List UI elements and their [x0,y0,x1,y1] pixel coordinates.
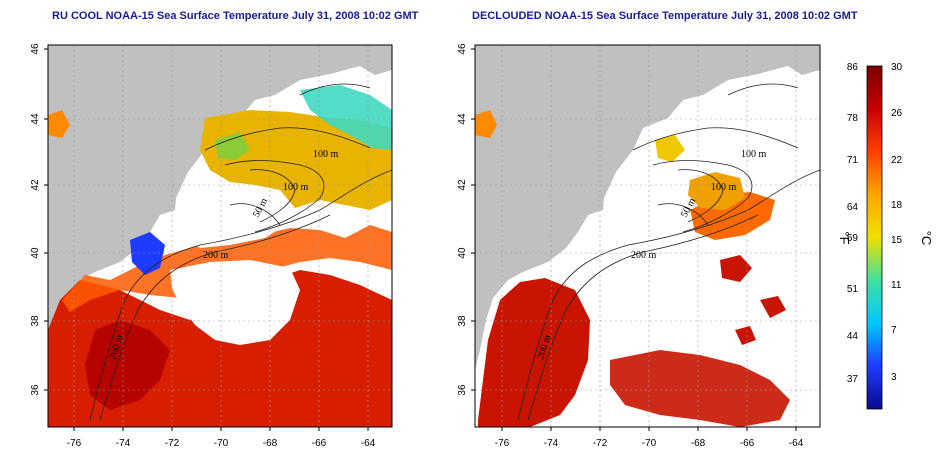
colorbar-celsius-label: °C [919,231,934,246]
colorbar-f-tick: 64 [847,202,859,213]
colorbar-f-tick: 86 [847,62,859,73]
colorbar-c-tick: 18 [891,200,903,211]
left-lon-tick: -76 [67,438,82,449]
left-lon-tick-labels: -76 -74 -72 -70 -68 -66 -64 [67,438,376,449]
left-lon-tick: -68 [263,438,278,449]
right-lon-tick: -68 [691,438,706,449]
left-lon-tick: -70 [214,438,229,449]
right-map-panel: 100 m 100 m 50 m 200 m 200 m [457,43,820,449]
right-isobath-label-200m: 200 m [631,250,657,261]
right-lat-tick: 36 [457,384,468,396]
left-map-panel: 100 m 100 m 50 m 200 m 200 m [30,43,392,449]
colorbar-f-tick: 51 [847,284,859,295]
colorbar-f-ticks: 86 78 71 64 59 51 44 37 [847,62,859,385]
colorbar-c-tick: 7 [891,325,897,336]
colorbar-f-tick: 78 [847,113,859,124]
sst-figure: 100 m 100 m 50 m 200 m 200 m [0,0,950,475]
right-isobath-label-100m-gulf: 100 m [711,182,737,193]
right-lat-tick: 42 [457,179,468,191]
left-lat-tick: 36 [30,384,41,396]
colorbar-c-tick: 15 [891,235,903,246]
right-lon-tick: -72 [593,438,608,449]
right-lon-tick: -64 [789,438,804,449]
left-lat-tick: 38 [30,315,41,327]
colorbar-scale [867,66,882,409]
colorbar-f-tick: 44 [847,331,859,342]
colorbar: 86 78 71 64 59 51 44 37 30 26 22 18 15 1… [837,62,934,409]
right-lon-tick: -66 [740,438,755,449]
left-isobath-label-200m: 200 m [203,250,229,261]
colorbar-c-tick: 3 [891,372,897,383]
colorbar-c-tick: 26 [891,108,903,119]
left-lon-tick: -74 [116,438,131,449]
left-lon-tick: -72 [165,438,180,449]
colorbar-fahrenheit-label: °F [837,231,852,244]
colorbar-c-tick: 11 [891,280,902,291]
colorbar-c-tick: 22 [891,155,903,166]
right-lat-tick-labels: 46 44 42 40 38 36 [457,43,468,396]
right-lon-tick-labels: -76 -74 -72 -70 -68 -66 -64 [495,438,804,449]
left-isobath-label-100m-north: 100 m [313,149,339,160]
colorbar-c-ticks: 30 26 22 18 15 11 7 3 [891,62,903,383]
left-lat-tick: 42 [30,179,41,191]
colorbar-c-tick: 30 [891,62,903,73]
right-lat-tick: 46 [457,43,468,55]
left-isobath-label-100m-gulf: 100 m [283,182,309,193]
colorbar-f-tick: 71 [847,155,859,166]
left-lat-tick: 40 [30,247,41,259]
left-lon-tick: -66 [312,438,327,449]
left-lon-tick: -64 [361,438,376,449]
right-lat-tick: 38 [457,315,468,327]
right-lon-tick: -76 [495,438,510,449]
right-lat-tick: 44 [457,113,468,125]
left-lat-tick-labels: 46 44 42 40 38 36 [30,43,41,396]
left-lat-tick: 44 [30,113,41,125]
left-lat-tick: 46 [30,43,41,55]
right-lon-tick: -70 [642,438,657,449]
right-isobath-label-100m-north: 100 m [741,149,767,160]
right-lon-tick: -74 [544,438,559,449]
right-lat-tick: 40 [457,247,468,259]
colorbar-f-tick: 37 [847,374,859,385]
